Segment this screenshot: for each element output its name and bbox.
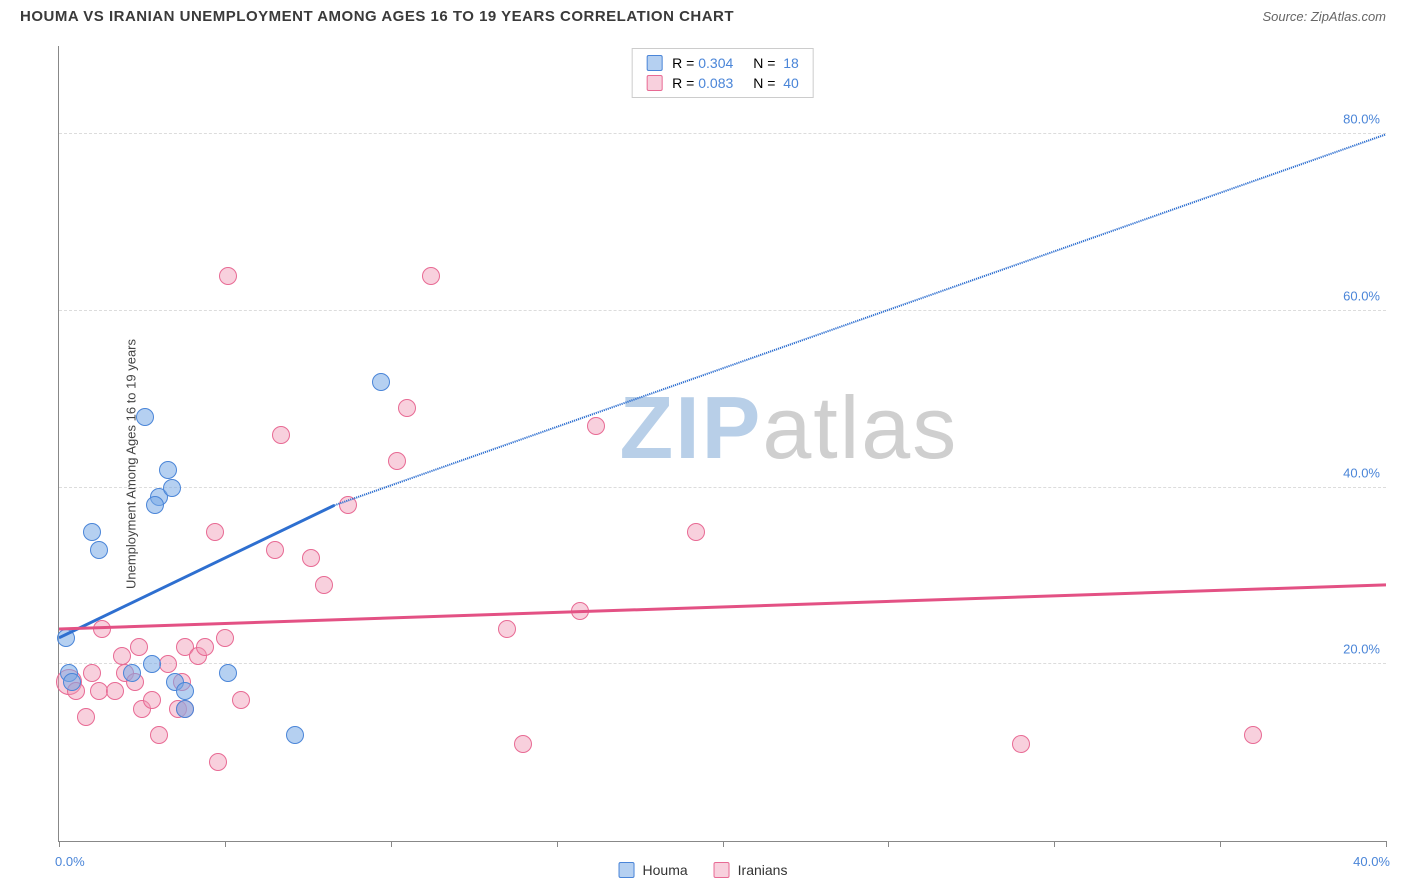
stat-n-value: 40 [783, 75, 799, 91]
data-point [571, 602, 589, 620]
data-point [388, 452, 406, 470]
legend-swatch [646, 55, 662, 71]
data-point [216, 629, 234, 647]
data-point [514, 735, 532, 753]
data-point [150, 726, 168, 744]
x-tick [888, 841, 889, 847]
watermark-part-a: ZIP [619, 378, 762, 477]
correlation-legend: R = 0.304 N = 18 R = 0.083 N = 40 [631, 48, 814, 98]
legend-stat-row: R = 0.083 N = 40 [646, 73, 799, 93]
data-point [232, 691, 250, 709]
data-point [106, 682, 124, 700]
data-point [83, 523, 101, 541]
data-point [206, 523, 224, 541]
y-tick-label: 80.0% [1343, 112, 1380, 127]
data-point [196, 638, 214, 656]
gridline [59, 663, 1386, 664]
gridline [59, 133, 1386, 134]
data-point [77, 708, 95, 726]
data-point [176, 682, 194, 700]
y-tick-label: 60.0% [1343, 289, 1380, 304]
data-point [286, 726, 304, 744]
x-tick [723, 841, 724, 847]
data-point [123, 664, 141, 682]
data-point [1012, 735, 1030, 753]
data-point [159, 655, 177, 673]
data-point [302, 549, 320, 567]
data-point [146, 496, 164, 514]
x-tick [1054, 841, 1055, 847]
watermark: ZIPatlas [619, 377, 958, 479]
data-point [143, 655, 161, 673]
chart-header: HOUMA VS IRANIAN UNEMPLOYMENT AMONG AGES… [0, 0, 1406, 29]
legend-item: Houma [619, 862, 688, 878]
data-point [176, 700, 194, 718]
legend-swatch [646, 75, 662, 91]
data-point [372, 373, 390, 391]
data-point [209, 753, 227, 771]
x-tick [391, 841, 392, 847]
stat-n-label: N = 18 [753, 55, 799, 71]
data-point [163, 479, 181, 497]
gridline [59, 487, 1386, 488]
stat-r-value: 0.083 [698, 75, 733, 91]
x-tick [1220, 841, 1221, 847]
y-tick-label: 20.0% [1343, 642, 1380, 657]
data-point [266, 541, 284, 559]
x-tick [225, 841, 226, 847]
data-point [159, 461, 177, 479]
data-point [130, 638, 148, 656]
stat-n-label: N = 40 [753, 75, 799, 91]
data-point [219, 267, 237, 285]
data-point [90, 682, 108, 700]
stat-r-label: R = 0.304 [672, 55, 733, 71]
gridline [59, 310, 1386, 311]
legend-item: Iranians [714, 862, 788, 878]
chart-area: Unemployment Among Ages 16 to 19 years Z… [0, 36, 1406, 892]
data-point [143, 691, 161, 709]
data-point [219, 664, 237, 682]
x-tick-label: 40.0% [1353, 854, 1390, 869]
watermark-part-b: atlas [762, 378, 958, 477]
data-point [93, 620, 111, 638]
y-tick-label: 40.0% [1343, 465, 1380, 480]
stat-r-label: R = 0.083 [672, 75, 733, 91]
data-point [136, 408, 154, 426]
data-point [498, 620, 516, 638]
data-point [113, 647, 131, 665]
plot-region: ZIPatlas R = 0.304N = 18R = 0.083N = 40 … [58, 46, 1386, 842]
data-point [339, 496, 357, 514]
legend-stat-row: R = 0.304 N = 18 [646, 53, 799, 73]
legend-swatch [714, 862, 730, 878]
legend-label: Iranians [738, 862, 788, 878]
x-tick [1386, 841, 1387, 847]
x-tick [557, 841, 558, 847]
legend-label: Houma [643, 862, 688, 878]
data-point [1244, 726, 1262, 744]
data-point [63, 673, 81, 691]
stat-n-value: 18 [783, 55, 799, 71]
data-point [90, 541, 108, 559]
data-point [57, 629, 75, 647]
data-point [687, 523, 705, 541]
source-attribution: Source: ZipAtlas.com [1262, 9, 1386, 24]
trend-lines [59, 46, 1386, 841]
x-tick [59, 841, 60, 847]
chart-title: HOUMA VS IRANIAN UNEMPLOYMENT AMONG AGES… [20, 8, 734, 25]
data-point [422, 267, 440, 285]
data-point [587, 417, 605, 435]
data-point [83, 664, 101, 682]
data-point [398, 399, 416, 417]
data-point [272, 426, 290, 444]
series-legend: Houma Iranians [619, 862, 788, 878]
legend-swatch [619, 862, 635, 878]
x-tick-label: 0.0% [55, 854, 85, 869]
data-point [315, 576, 333, 594]
stat-r-value: 0.304 [698, 55, 733, 71]
